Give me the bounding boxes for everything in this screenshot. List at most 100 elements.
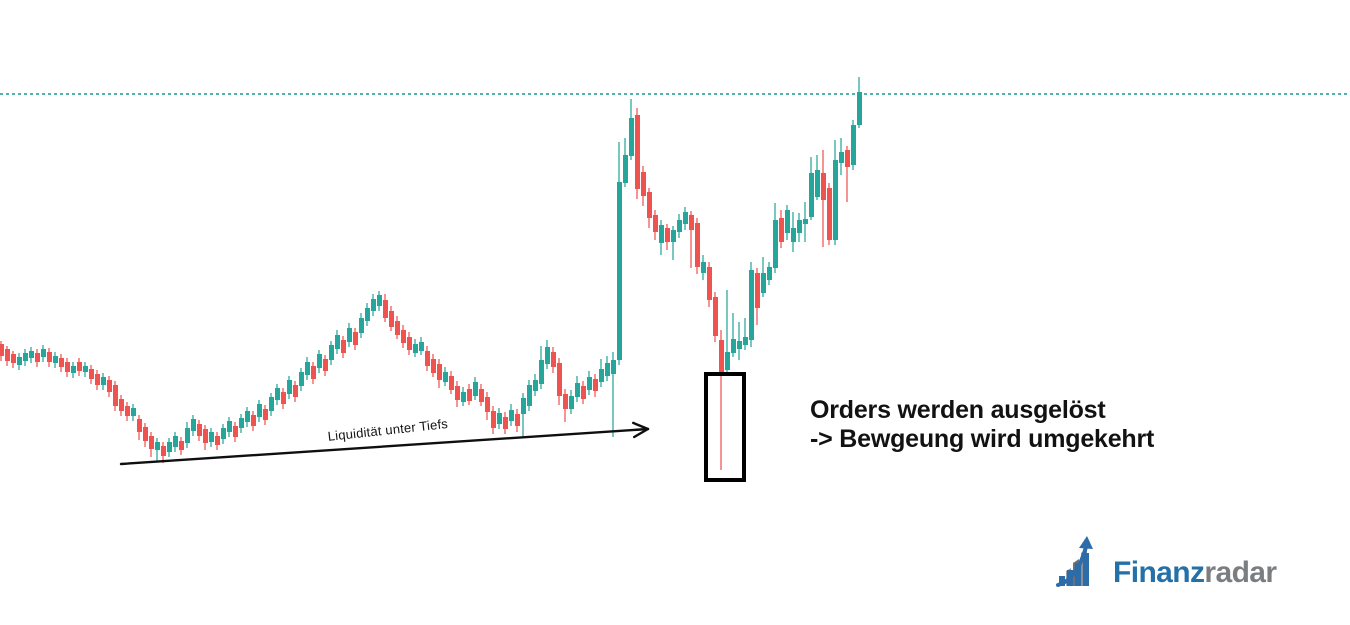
candle-body — [850, 125, 856, 165]
candle-body — [526, 385, 532, 406]
candle-body — [586, 377, 592, 390]
candle-body — [496, 413, 502, 424]
candle-body — [208, 432, 214, 442]
candle-body — [658, 225, 664, 243]
candle-body — [298, 372, 304, 386]
candle-body — [706, 267, 712, 300]
candle-body — [592, 379, 598, 391]
candle-body — [790, 228, 796, 242]
candle-body — [232, 426, 238, 437]
candle-body — [610, 360, 616, 374]
candle-body — [274, 388, 280, 400]
candle-body — [364, 308, 370, 321]
candle-body — [676, 220, 682, 232]
candle-body — [520, 398, 526, 414]
candle-body — [106, 380, 112, 392]
liquidity-level-dashed-line — [0, 93, 1350, 95]
candle-body — [244, 411, 250, 422]
candle-body — [820, 173, 826, 200]
candle-body — [334, 335, 340, 349]
candle-body — [196, 424, 202, 436]
candle-body — [34, 353, 40, 362]
candle-body — [634, 115, 640, 189]
candle-body — [532, 380, 538, 391]
candle-body — [562, 394, 568, 409]
candle-body — [28, 351, 34, 358]
candle-body — [328, 345, 334, 360]
candle-body — [664, 228, 670, 242]
candle-body — [814, 170, 820, 197]
candle-body — [346, 328, 352, 342]
candle-body — [550, 352, 556, 367]
candle-body — [472, 382, 478, 396]
candle-body — [310, 366, 316, 379]
candle-body — [802, 219, 808, 224]
candle-body — [220, 428, 226, 439]
candle-body — [574, 383, 580, 397]
candle-body — [160, 446, 166, 456]
candle-body — [40, 349, 46, 357]
candle-body — [52, 356, 58, 363]
candle-body — [538, 360, 544, 384]
candle-body — [580, 386, 586, 399]
candle-body — [214, 436, 220, 445]
candle-body — [760, 273, 766, 293]
candle-body — [4, 349, 10, 361]
candle-body — [688, 215, 694, 230]
candle-body — [754, 273, 760, 308]
candle-body — [340, 340, 346, 353]
candle-body — [70, 366, 76, 373]
candle-body — [184, 428, 190, 443]
candle-body — [10, 354, 16, 363]
candle-body — [460, 392, 466, 402]
logo-wordmark: Finanzradar — [1113, 556, 1277, 590]
candle-body — [376, 295, 382, 306]
candle-body — [682, 212, 688, 224]
candle-body — [508, 410, 514, 421]
candle-body — [844, 150, 850, 167]
candle-body — [124, 406, 130, 416]
candle-wick — [720, 330, 722, 470]
candle-body — [856, 92, 862, 125]
candle-body — [118, 399, 124, 411]
candle-body — [286, 380, 292, 394]
candle-body — [784, 210, 790, 233]
candle-body — [772, 220, 778, 268]
candle-body — [178, 441, 184, 450]
candle-body — [0, 344, 4, 356]
candle-body — [130, 408, 136, 416]
candle-body — [622, 155, 628, 183]
candle-body — [88, 369, 94, 379]
logo-text-primary: Finanz — [1113, 556, 1205, 589]
candle-body — [46, 352, 52, 362]
candle-body — [202, 429, 208, 443]
candle-body — [766, 267, 772, 280]
candle-body — [742, 337, 748, 345]
candle-wick — [672, 226, 674, 260]
candle-wick — [732, 313, 734, 357]
candle-body — [556, 363, 562, 396]
candle-body — [640, 172, 646, 196]
candle-body — [406, 337, 412, 350]
candle-body — [448, 376, 454, 390]
candle-body — [94, 374, 100, 385]
reversal-note: Orders werden ausgelöst -> Bewgeung wird… — [810, 396, 1154, 454]
candle-wick — [522, 393, 524, 437]
bar-chart-up-arrow-icon — [1056, 536, 1093, 587]
candle-body — [154, 442, 160, 450]
candle-body — [352, 332, 358, 345]
candle-body — [166, 442, 172, 452]
candle-body — [76, 362, 82, 371]
liquidity-grab-highlight-box — [704, 372, 746, 482]
candle-body — [388, 311, 394, 327]
candle-body — [778, 218, 784, 242]
candle-body — [16, 357, 22, 365]
candle-body — [808, 173, 814, 217]
candle-body — [22, 353, 28, 361]
candle-body — [136, 419, 142, 432]
candle-body — [238, 418, 244, 428]
candle-wick — [690, 211, 692, 268]
candle-body — [112, 385, 118, 406]
candle-body — [484, 397, 490, 412]
